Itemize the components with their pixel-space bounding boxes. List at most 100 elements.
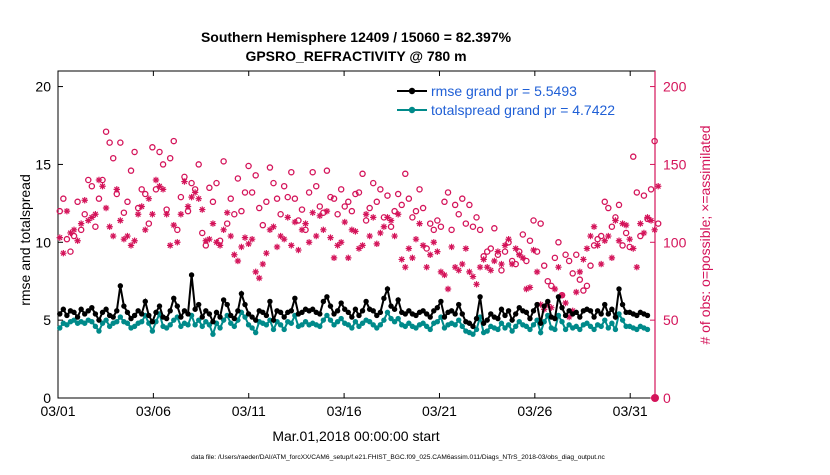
obs-possible-point bbox=[74, 198, 81, 206]
obs-possible-point bbox=[555, 239, 562, 246]
totalspread-point bbox=[231, 323, 238, 330]
rmse-point bbox=[192, 306, 198, 312]
rmse-point bbox=[616, 286, 622, 292]
totalspread-point bbox=[117, 314, 124, 320]
rmse-point bbox=[545, 298, 551, 305]
totalspread-point bbox=[566, 322, 572, 328]
rmse-point bbox=[260, 309, 266, 316]
legend-totalspread-marker bbox=[408, 106, 416, 114]
obs-assimilated-point bbox=[92, 211, 99, 218]
obs-assimilated-point bbox=[288, 242, 295, 249]
obs-assimilated-point bbox=[341, 218, 348, 226]
obs-assimilated-point bbox=[612, 217, 619, 224]
obs-possible-point bbox=[647, 186, 655, 193]
obs-assimilated-point bbox=[359, 242, 366, 249]
rmse-point bbox=[324, 294, 330, 300]
obs-assimilated-point bbox=[434, 248, 441, 255]
x-tick-label: 03/26 bbox=[517, 403, 552, 419]
obs-possible-point bbox=[280, 182, 288, 190]
obs-possible-point bbox=[587, 262, 594, 269]
obs-possible-point bbox=[106, 139, 113, 146]
obs-possible-point bbox=[398, 201, 405, 209]
rmse-point bbox=[562, 312, 569, 319]
rmse-point bbox=[174, 303, 181, 309]
totalspread-point bbox=[616, 311, 622, 317]
obs-assimilated-point bbox=[484, 264, 491, 271]
totalspread-point bbox=[577, 326, 583, 333]
obs-assimilated-point bbox=[423, 264, 430, 271]
y-left-tick-label: 15 bbox=[35, 156, 51, 172]
totalspread-point bbox=[220, 317, 227, 323]
obs-possible-point bbox=[291, 195, 299, 202]
obs-possible-point bbox=[437, 223, 445, 230]
legend-rmse-text: rmse grand pr = 5.5493 bbox=[431, 83, 577, 99]
totalspread-point bbox=[423, 323, 430, 330]
totalspread-point bbox=[139, 319, 145, 325]
right-axis-zero-marker bbox=[651, 394, 659, 402]
plot-frame bbox=[57, 70, 656, 399]
obs-possible-point bbox=[206, 184, 213, 192]
rmse-point bbox=[359, 308, 366, 314]
totalspread-point bbox=[456, 317, 462, 323]
totalspread-point bbox=[242, 314, 248, 320]
obs-possible-point bbox=[355, 189, 363, 196]
obs-assimilated-point bbox=[605, 232, 612, 240]
rmse-point bbox=[117, 283, 124, 289]
obs-assimilated-point bbox=[273, 243, 281, 251]
obs-assimilated-point bbox=[573, 288, 580, 296]
obs-possible-point bbox=[451, 201, 459, 209]
obs-possible-point bbox=[156, 148, 163, 156]
rmse-point bbox=[448, 308, 455, 314]
obs-possible-point bbox=[416, 186, 423, 193]
obs-assimilated-point bbox=[67, 229, 74, 237]
obs-possible-point bbox=[70, 232, 78, 240]
totalspread-point bbox=[609, 320, 615, 326]
obs-possible-point bbox=[81, 211, 88, 218]
totalspread-point bbox=[352, 319, 359, 325]
totalspread-point bbox=[131, 323, 138, 330]
obs-assimilated-point bbox=[576, 268, 584, 276]
obs-assimilated-point bbox=[60, 249, 67, 257]
rmse-point bbox=[252, 317, 259, 323]
totalspread-point bbox=[427, 326, 433, 333]
obs-possible-point bbox=[419, 204, 427, 212]
rmse-point bbox=[352, 306, 359, 312]
x-tick-label: 03/06 bbox=[136, 403, 171, 419]
obs-assimilated-point bbox=[213, 239, 220, 246]
totalspread-point bbox=[584, 320, 590, 326]
rmse-point bbox=[231, 315, 238, 322]
totalspread-point bbox=[228, 320, 234, 326]
obs-possible-point bbox=[60, 195, 67, 202]
obs-assimilated-point bbox=[99, 183, 106, 190]
obs-assimilated-point bbox=[216, 242, 224, 249]
obs-possible-point bbox=[498, 267, 505, 274]
obs-possible-point bbox=[444, 189, 452, 196]
obs-possible-point bbox=[519, 231, 527, 238]
obs-assimilated-point bbox=[327, 234, 334, 241]
rmse-point bbox=[619, 301, 626, 308]
obs-assimilated-point bbox=[640, 229, 648, 237]
obs-possible-point bbox=[473, 214, 480, 221]
rmse-point bbox=[99, 309, 106, 316]
obs-possible-point bbox=[548, 282, 555, 290]
obs-possible-point bbox=[245, 162, 252, 170]
obs-possible-point bbox=[654, 220, 662, 227]
obs-assimilated-point bbox=[195, 195, 202, 202]
totalspread-point bbox=[334, 319, 341, 325]
rmse-point bbox=[384, 286, 391, 292]
obs-possible-point bbox=[209, 198, 217, 206]
obs-possible-point bbox=[227, 195, 235, 202]
obs-assimilated-point bbox=[647, 217, 655, 224]
obs-possible-point bbox=[583, 282, 591, 290]
totalspread-point bbox=[552, 326, 558, 333]
obs-possible-point bbox=[605, 204, 612, 212]
chart-title: Southern Hemisphere 12409 / 15060 = 82.3… bbox=[201, 29, 512, 45]
rmse-point bbox=[555, 294, 562, 300]
obs-possible-point bbox=[448, 226, 455, 234]
obs-possible-point bbox=[273, 195, 281, 202]
obs-assimilated-point bbox=[377, 229, 384, 237]
obs-possible-point bbox=[334, 211, 341, 218]
obs-possible-point bbox=[594, 235, 601, 243]
rmse-point bbox=[74, 314, 81, 320]
